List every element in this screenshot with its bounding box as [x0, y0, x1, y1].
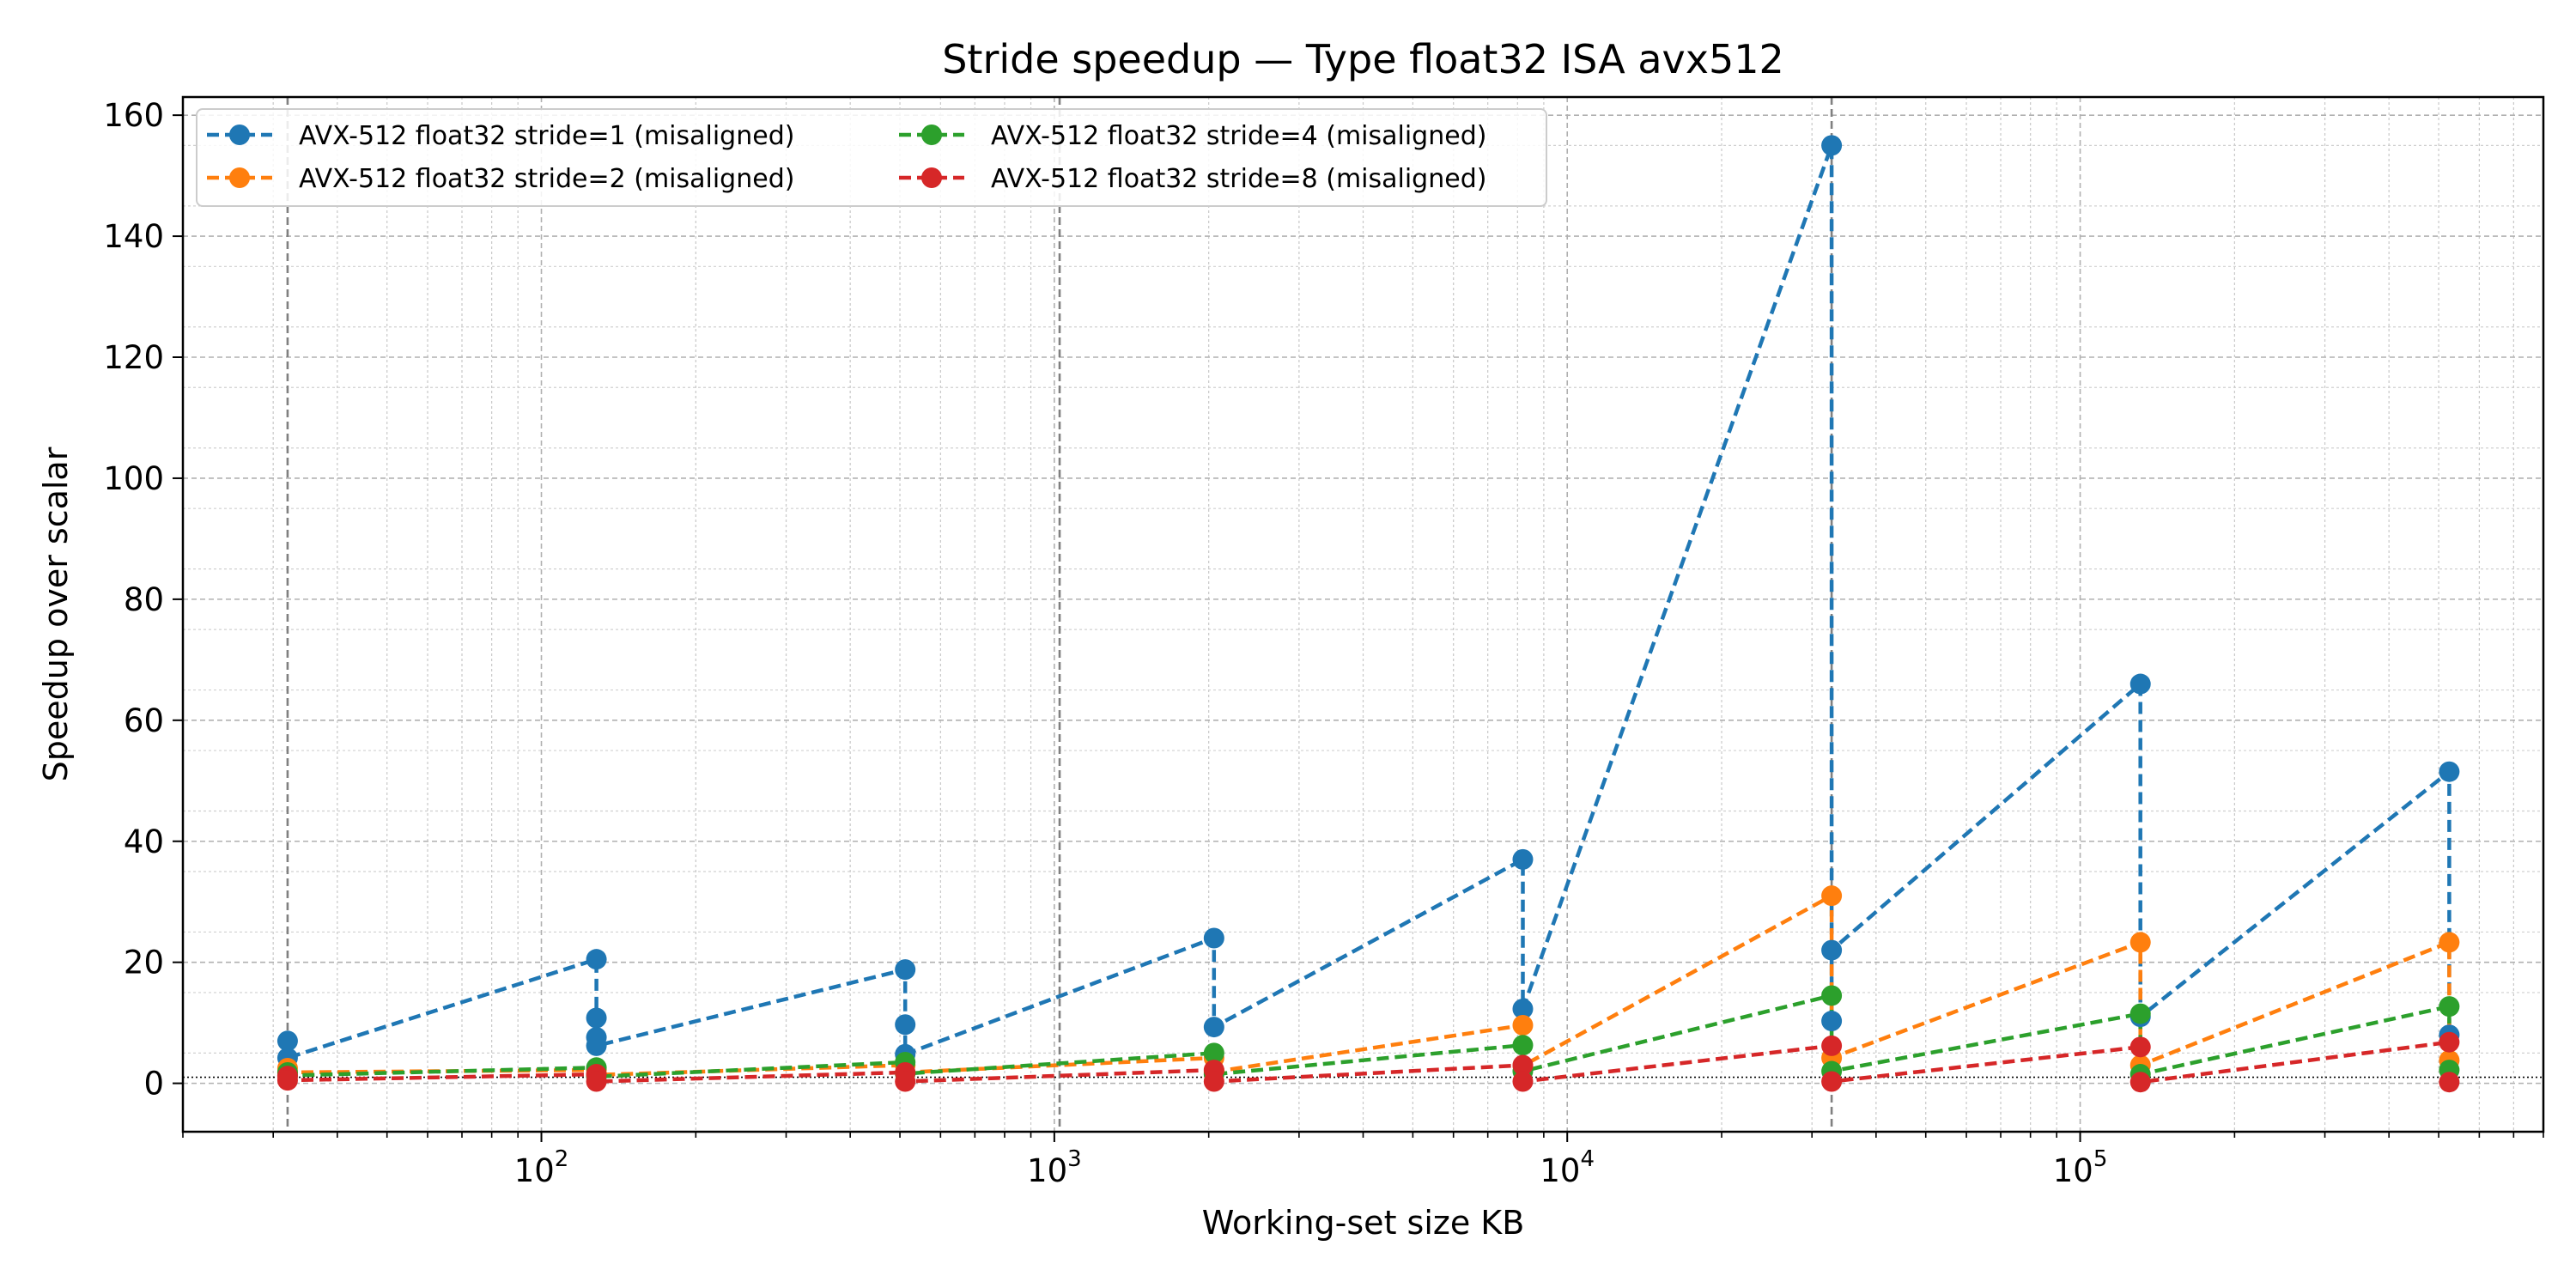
data-point	[2439, 1072, 2460, 1093]
legend-entry: AVX-512 float32 stride=8 (misaligned)	[899, 164, 1486, 194]
data-point	[2129, 1036, 2151, 1058]
data-point	[1512, 1071, 1534, 1092]
y-tick-label: 100	[103, 460, 164, 497]
legend-label: AVX-512 float32 stride=2 (misaligned)	[299, 164, 794, 194]
data-point	[1512, 1014, 1534, 1036]
legend-swatch-marker	[229, 125, 250, 145]
legend-swatch-marker	[921, 167, 942, 188]
data-point	[586, 949, 607, 970]
legend: AVX-512 float32 stride=1 (misaligned) AVX…	[196, 108, 1547, 207]
data-point	[1203, 1017, 1224, 1038]
data-point	[2439, 1031, 2460, 1053]
data-point	[2129, 1072, 2151, 1093]
data-point	[895, 1071, 916, 1092]
x-tick-label: 102	[514, 1146, 569, 1189]
data-point	[895, 959, 916, 981]
legend-swatch-marker	[229, 167, 250, 188]
data-point	[1821, 1035, 1843, 1056]
legend-label: AVX-512 float32 stride=1 (misaligned)	[299, 121, 794, 151]
y-tick-label: 160	[103, 97, 164, 134]
data-point	[2129, 1003, 2151, 1024]
data-point	[1203, 1071, 1224, 1092]
y-tick-label: 0	[143, 1066, 164, 1103]
data-point	[2439, 761, 2460, 782]
data-point	[1821, 939, 1843, 961]
y-tick-label: 20	[124, 945, 164, 981]
legend-entry: AVX-512 float32 stride=2 (misaligned)	[207, 164, 794, 194]
legend-label: AVX-512 float32 stride=4 (misaligned)	[991, 121, 1486, 151]
legend-entry: AVX-512 float32 stride=1 (misaligned)	[207, 121, 794, 151]
data-point	[586, 1007, 607, 1029]
data-point	[2129, 673, 2151, 695]
x-tick-label: 105	[2053, 1146, 2108, 1189]
legend-swatch-marker	[921, 125, 942, 145]
data-point	[1512, 998, 1534, 1019]
legend-box	[196, 108, 1547, 207]
data-point	[1821, 135, 1843, 156]
data-point	[2129, 932, 2151, 953]
data-point	[276, 1070, 298, 1091]
y-tick-label: 120	[103, 339, 164, 376]
data-point	[586, 1035, 607, 1056]
y-axis-label: Speedup over scalar	[37, 447, 75, 781]
chart-title: Stride speedup — Type float32 ISA avx512	[942, 36, 1784, 82]
data-point	[1512, 1054, 1534, 1076]
data-point	[1512, 848, 1534, 870]
data-point	[1821, 1071, 1843, 1092]
legend-entry: AVX-512 float32 stride=4 (misaligned)	[899, 121, 1486, 151]
series-layer	[276, 135, 2460, 1093]
data-point	[1821, 985, 1843, 1006]
x-tick-label: 103	[1027, 1146, 1082, 1189]
data-point	[2439, 932, 2460, 953]
data-point	[895, 1014, 916, 1036]
data-point	[1203, 1042, 1224, 1064]
legend-label: AVX-512 float32 stride=8 (misaligned)	[991, 164, 1486, 194]
y-tick-label: 140	[103, 218, 164, 255]
tick-layer: 102 103 104 105 0 20 40 60 80 100 120 140 160	[103, 97, 2544, 1189]
data-point	[2439, 996, 2460, 1018]
y-tick-label: 40	[124, 823, 164, 860]
x-tick-label: 104	[1540, 1146, 1595, 1189]
data-point	[1512, 1035, 1534, 1056]
grid-layer	[182, 97, 2544, 1132]
data-point	[1821, 885, 1843, 907]
y-tick-label: 80	[124, 581, 164, 618]
data-point	[1821, 1011, 1843, 1032]
x-axis-label: Working-set size KB	[1202, 1204, 1525, 1242]
data-point	[276, 1030, 298, 1052]
data-point	[586, 1071, 607, 1092]
y-tick-label: 60	[124, 702, 164, 739]
data-point	[1203, 927, 1224, 949]
